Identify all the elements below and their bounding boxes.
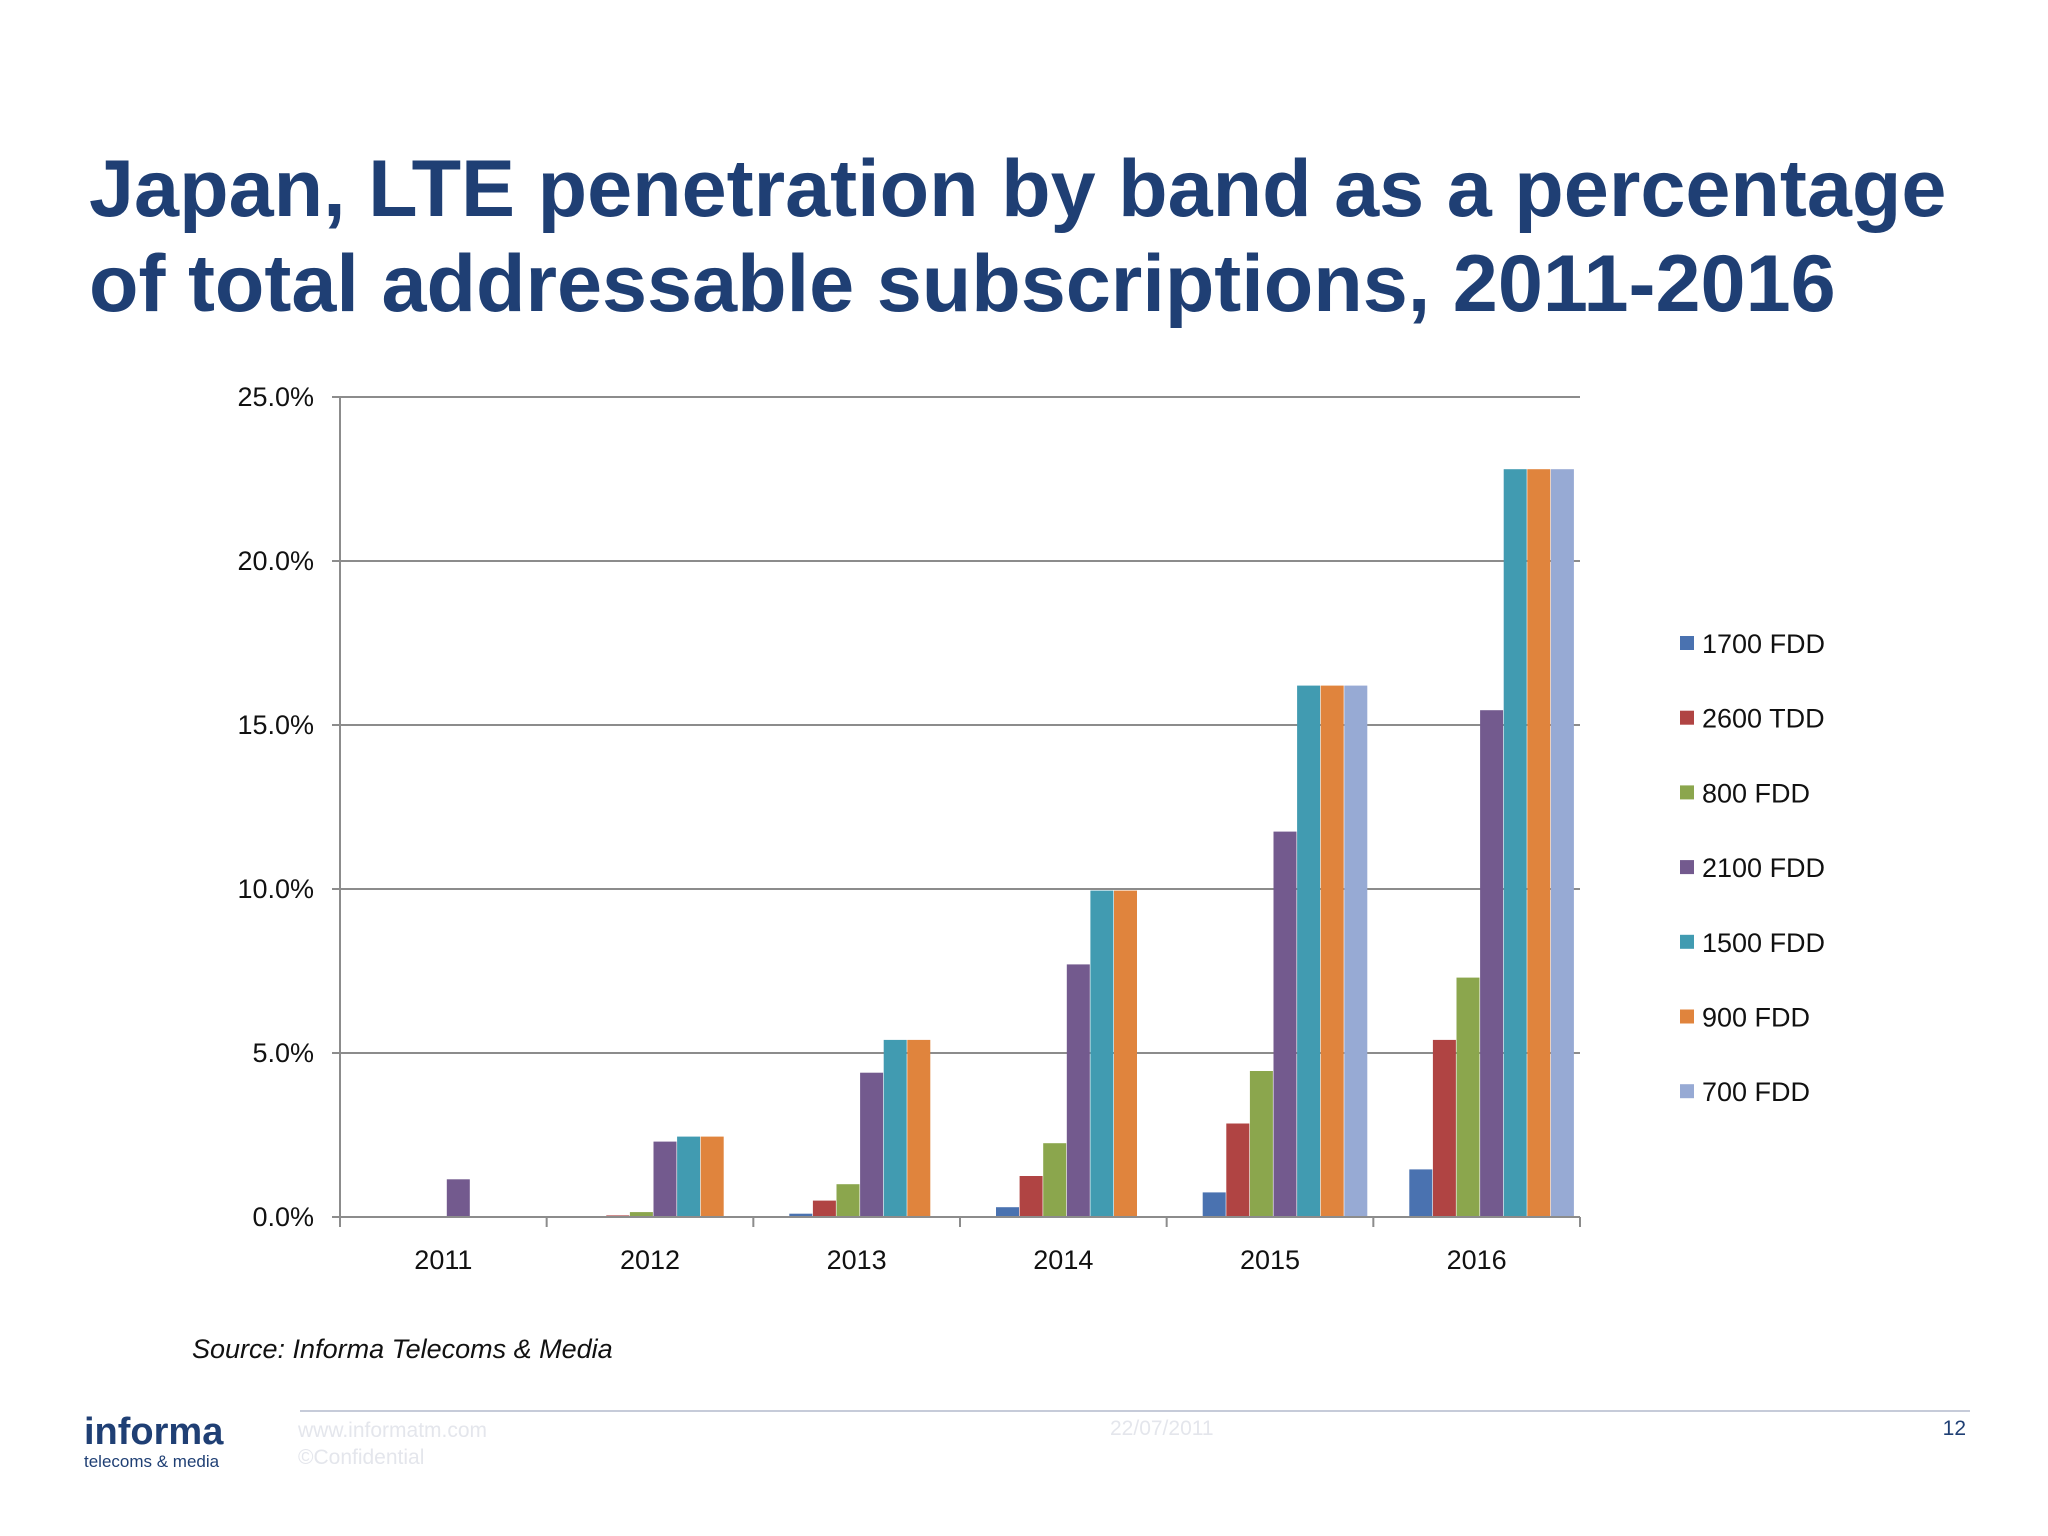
bar [446,1179,470,1217]
legend-label: 700 FDD [1702,1077,1810,1107]
legend-swatch [1680,934,1694,949]
y-tick-label: 5.0% [252,1038,314,1068]
legend-swatch [1680,860,1694,875]
informa-logo: informa telecoms & media [84,1412,223,1472]
y-tick-label: 25.0% [237,382,314,412]
bar [1409,1169,1433,1217]
bar [1066,964,1090,1217]
axes: 0.0% 5.0% 10.0% 15.0% 20.0% 25.0% 2011 2012 2013… [237,382,1581,1275]
bar [1480,710,1504,1217]
footer-url-block: www.informatm.com ©Confidential [298,1417,487,1471]
bar [700,1136,724,1217]
bar [1550,469,1574,1217]
bar [883,1039,907,1217]
bar [653,1141,677,1217]
bar [677,1136,701,1217]
bar [1344,685,1368,1217]
legend-label: 900 FDD [1702,1003,1810,1033]
bar [1090,890,1114,1217]
x-tick-label: 2011 [414,1245,472,1275]
bar [812,1200,836,1217]
bar [1503,469,1527,1217]
footer-date: 22/07/2011 [1110,1417,1214,1440]
legend-swatch [1680,636,1694,650]
footer-divider [300,1410,1970,1412]
y-tick-label: 15.0% [237,710,314,740]
page-number: 12 [1942,1417,1966,1440]
legend-label: 1500 FDD [1702,928,1825,958]
x-tick-label: 2013 [827,1245,887,1275]
legend-label: 1700 FDD [1702,629,1825,659]
bar [1456,977,1480,1217]
legend-swatch [1680,1084,1694,1099]
bar [1114,890,1137,1217]
slide-title: Japan, LTE penetration by band as a perc… [89,144,1947,329]
x-tick-label: 2015 [1240,1245,1300,1275]
legend-label: 2100 FDD [1702,853,1825,883]
x-tick-label: 2016 [1447,1245,1507,1275]
legend-swatch [1680,1009,1694,1024]
bar [907,1039,931,1217]
y-tick-label: 20.0% [237,546,314,576]
x-tick-label: 2012 [620,1245,680,1275]
bar [1527,469,1551,1217]
bar [996,1207,1019,1217]
bar-chart: 0.0% 5.0% 10.0% 15.0% 20.0% 25.0% 2011 2012 2013… [237,382,1825,1275]
bars [446,469,1574,1217]
logo-wordmark: informa [84,1411,224,1453]
y-tick-label: 0.0% [252,1202,314,1232]
logo-tagline: telecoms & media [84,1452,220,1471]
bar [1226,1123,1250,1217]
bar [1249,1071,1273,1217]
footer-confidential: ©Confidential [298,1446,425,1469]
bar [1202,1192,1226,1217]
legend: 1700 FDD 2600 TDD 800 FDD 2100 FDD 1500 FDD 9… [1680,629,1825,1107]
bar [1019,1176,1043,1217]
bar [629,1212,653,1217]
legend-swatch [1680,785,1694,800]
bar [860,1072,884,1217]
x-tick-label: 2014 [1033,1245,1093,1275]
footer-url: www.informatm.com [298,1419,488,1442]
bar [789,1213,813,1217]
legend-swatch [1680,710,1694,725]
bar [1432,1039,1456,1217]
legend-label: 800 FDD [1702,778,1810,808]
bar [1320,685,1344,1217]
bar [836,1184,860,1217]
legend-label: 2600 TDD [1702,704,1825,734]
bar [1273,831,1297,1217]
gridlines [340,396,1580,1054]
source-note: Source: Informa Telecoms & Media [192,1334,613,1364]
bar [1297,685,1321,1217]
bar [1043,1143,1067,1217]
y-tick-label: 10.0% [237,874,314,904]
